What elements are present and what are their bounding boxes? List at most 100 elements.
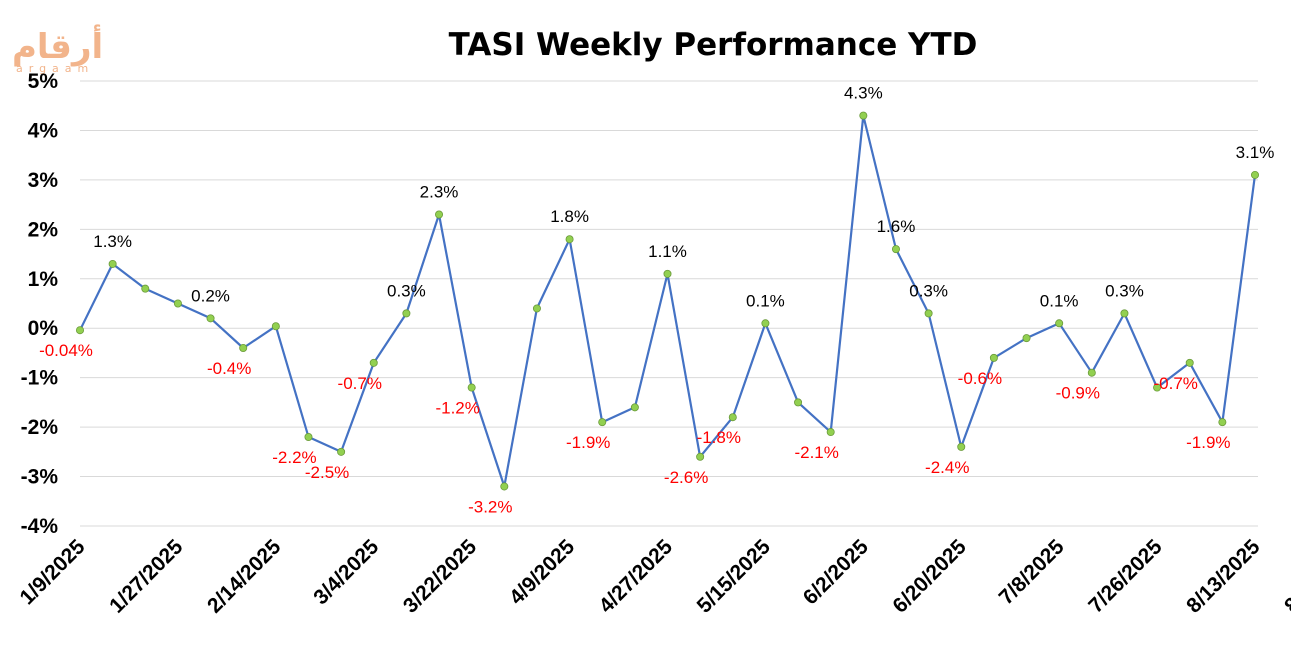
data-point [271,322,280,331]
data-point [467,383,476,392]
y-tick-label: -1% [21,367,59,390]
data-point [1218,418,1227,427]
x-axis: 1/9/2025 1/27/2025 2/14/2025 3/4/2025 3/22/2… [15,535,1291,618]
data-label: -2.1% [794,443,838,462]
data-point [598,418,607,427]
x-tick-label: 4/9/2025 [505,535,579,609]
y-tick-label: 0% [28,317,59,340]
data-label: -0.6% [958,369,1002,388]
data-label: 3.1% [1236,143,1275,162]
data-point [1251,170,1260,179]
y-tick-label: 5% [28,70,59,93]
data-label: -2.4% [925,458,969,477]
data-point [402,309,411,318]
data-label: -0.04% [39,341,93,360]
data-point [435,210,444,219]
x-tick-label: 5/15/2025 [693,535,776,618]
y-tick-label: 2% [28,218,59,241]
data-label: -3.2% [468,497,512,516]
data-label: -2.2% [272,448,316,467]
data-point [369,358,378,367]
x-tick-label: 1/9/2025 [15,535,89,609]
x-tick-label: 1/27/2025 [105,535,188,618]
data-label: -0.7% [1154,374,1198,393]
data-point [891,245,900,254]
data-point [141,284,150,293]
data-label: -1.9% [1186,433,1230,452]
data-point [173,299,182,308]
chart-title: TASI Weekly Performance YTD [449,27,978,63]
data-point [696,452,705,461]
data-point [989,353,998,362]
x-tick-label: 8/13/2025 [1182,535,1265,618]
argaam-logo: أرقام argaam [12,24,103,75]
x-tick-label: 4/27/2025 [595,535,678,618]
data-point [1087,368,1096,377]
x-tick-label: 6/20/2025 [888,535,971,618]
data-point [337,447,346,456]
data-point [500,482,509,491]
data-label: 1.8% [550,207,589,226]
x-tick-label: 3/22/2025 [399,535,482,618]
data-label: 1.1% [648,242,687,261]
y-tick-label: -3% [21,466,59,489]
data-label: -0.7% [338,374,382,393]
data-point [304,432,313,441]
data-label: -0.4% [207,359,251,378]
data-labels: -0.04% 1.3% 0.2% -0.4% -2.2%-2.5% -0.7% 0.3% 2.… [39,84,1274,517]
data-point [826,428,835,437]
y-axis: -4% -3% -2% -1% 0% 1% 2% 3% 4% 5% [21,70,59,538]
data-point [957,442,966,451]
data-point [76,326,85,335]
y-tick-label: 3% [28,169,59,192]
data-label: -1.8% [697,428,741,447]
series-line [79,114,1257,488]
data-point [630,403,639,412]
data-label: -2.6% [664,468,708,487]
data-label: 4.3% [844,84,883,103]
gridlines [80,80,1258,527]
series-polyline [79,114,1257,488]
data-point [1185,358,1194,367]
x-tick-label: 8/31/2025 [1280,535,1291,618]
data-point [1055,319,1064,328]
data-point [532,304,541,313]
data-point [859,111,868,120]
data-label: 1.3% [93,232,132,251]
data-label: 0.2% [191,286,230,305]
data-point [206,314,215,323]
data-label: -0.9% [1056,384,1100,403]
x-tick-label: 2/14/2025 [203,535,286,618]
data-point [761,319,770,328]
data-point [1153,383,1162,392]
data-point [728,413,737,422]
data-label: -1.2% [435,399,479,418]
data-point [239,343,248,352]
y-tick-label: -4% [21,515,59,538]
data-label: 0.3% [1105,281,1144,300]
x-tick-label: 3/4/2025 [309,535,383,609]
data-label: 0.1% [746,291,785,310]
data-point [924,309,933,318]
data-point [565,235,574,244]
y-tick-label: -2% [21,416,59,439]
data-label: -2.5% [305,463,349,482]
data-markers [76,111,1260,491]
y-tick-label: 4% [28,119,59,142]
data-point [1120,309,1129,318]
y-tick-label: 1% [28,268,59,291]
data-point [663,269,672,278]
data-label: 0.1% [1040,291,1079,310]
logo-arabic-text: أرقام [12,24,103,67]
logo-latin-text: argaam [16,62,94,75]
data-point [794,398,803,407]
x-tick-label: 7/8/2025 [995,535,1069,609]
x-tick-label: 6/2/2025 [799,535,873,609]
data-label: 0.3% [387,281,426,300]
data-label: 1.6% [877,217,916,236]
data-point [108,259,117,268]
data-label: 0.3% [909,281,948,300]
x-tick-label: 7/26/2025 [1084,535,1167,618]
data-point [1022,334,1031,343]
